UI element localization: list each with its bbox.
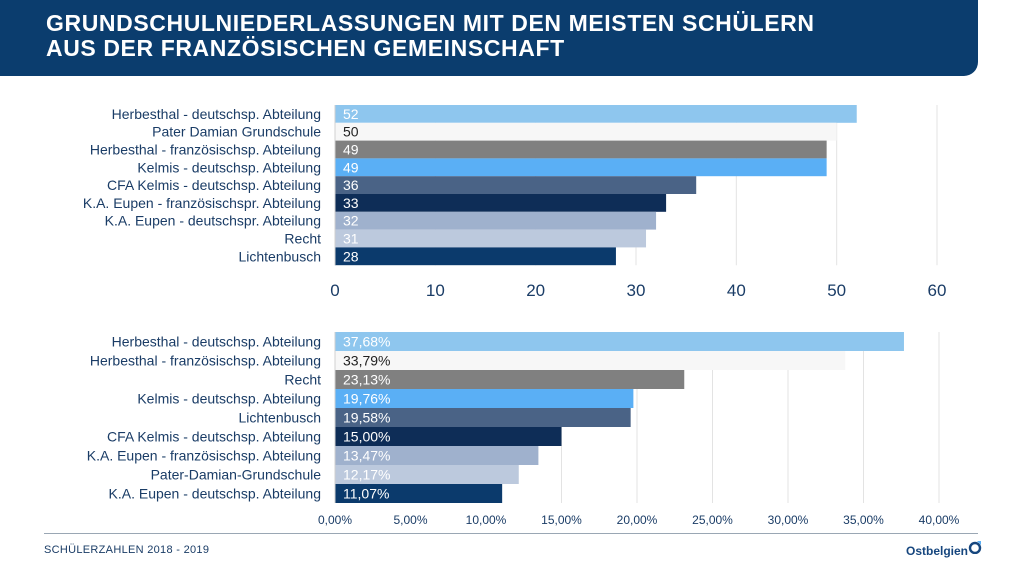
chart2-tick-label: 40,00% <box>919 513 960 527</box>
chart1-data-label: 52 <box>343 106 359 122</box>
chart1-tick-label: 20 <box>526 281 545 300</box>
chart2-bar <box>335 332 904 351</box>
chart2-category-label: Recht <box>284 372 321 388</box>
chart2-data-label: 15,00% <box>343 429 390 445</box>
chart2-tick-label: 30,00% <box>768 513 809 527</box>
chart1-data-label: 33 <box>343 195 359 211</box>
chart1-bar <box>335 211 657 230</box>
chart1-data-label: 28 <box>343 248 359 264</box>
chart1-bar <box>335 247 616 266</box>
chart2-bar <box>335 427 562 446</box>
chart1-tick-label: 0 <box>330 281 339 300</box>
chart2-category-label: K.A. Eupen - deutschsp. Abteilung <box>109 486 321 502</box>
chart2-bar <box>335 370 685 389</box>
chart2-category-label: Herbesthal - deutschsp. Abteilung <box>112 334 321 350</box>
chart1-category-label: Pater Damian Grundschule <box>152 124 321 140</box>
chart1-category-label: CFA Kelmis - deutschsp. Abteilung <box>107 177 321 193</box>
chart2-category-label: Lichtenbusch <box>238 410 321 426</box>
chart1-category-label: K.A. Eupen - deutschspr. Abteilung <box>105 213 321 229</box>
logo-wordmark: Ostbelgien <box>906 544 969 558</box>
chart1-data-label: 49 <box>343 159 359 175</box>
chart2-tick-label: 10,00% <box>466 513 507 527</box>
chart2-data-label: 19,58% <box>343 410 390 426</box>
footer-divider <box>44 533 978 534</box>
ostbelgien-logo: Ostbelgien <box>906 538 986 562</box>
chart2-category-label: Kelmis - deutschsp. Abteilung <box>137 391 321 407</box>
chart1-bar <box>335 229 647 248</box>
logo-icon <box>968 541 982 554</box>
chart2-bar <box>335 351 846 370</box>
chart2-data-label: 37,68% <box>343 334 390 350</box>
chart1-category-label: K.A. Eupen - französischspr. Abteilung <box>83 195 321 211</box>
chart1-data-label: 36 <box>343 177 359 193</box>
chart1-bar <box>335 105 857 123</box>
chart2-data-label: 19,76% <box>343 391 390 407</box>
title-line-2: AUS DER FRANZÖSISCHEN GEMEINSCHAFT <box>46 35 565 61</box>
chart2-data-label: 23,13% <box>343 372 390 388</box>
chart1-category-label: Lichtenbusch <box>238 248 321 264</box>
chart2-tick-label: 15,00% <box>541 513 582 527</box>
chart2-category-label: Herbesthal - französischsp. Abteilung <box>90 353 321 369</box>
chart1-bar <box>335 140 827 159</box>
chart2-bar <box>335 408 631 427</box>
chart2-bar <box>335 465 519 484</box>
chart1-tick-label: 60 <box>928 281 947 300</box>
chart2-data-label: 11,07% <box>343 486 389 502</box>
chart2-bar <box>335 446 539 465</box>
chart1-category-label: Recht <box>284 231 321 247</box>
chart1-tick-label: 10 <box>426 281 445 300</box>
chart1-data-label: 32 <box>343 213 359 229</box>
chart1-bar <box>335 158 827 177</box>
title-banner: GRUNDSCHULNIEDERLASSUNGEN MIT DEN MEISTE… <box>0 0 978 76</box>
chart1-data-label: 49 <box>343 142 359 158</box>
chart1-bar <box>335 194 667 212</box>
chart2-category-label: CFA Kelmis - deutschsp. Abteilung <box>107 429 321 445</box>
page-title: GRUNDSCHULNIEDERLASSUNGEN MIT DEN MEISTE… <box>46 11 815 61</box>
chart1-tick-label: 30 <box>627 281 646 300</box>
footer-caption: SCHÜLERZAHLEN 2018 - 2019 <box>44 544 210 556</box>
chart2-bar <box>335 484 503 503</box>
chart1-bar <box>335 122 837 141</box>
chart2-bar <box>335 389 634 408</box>
chart1-category-label: Kelmis - deutschsp. Abteilung <box>137 159 321 175</box>
chart2-data-label: 13,47% <box>343 448 390 464</box>
chart2-tick-label: 25,00% <box>692 513 733 527</box>
chart1-bar <box>335 176 697 194</box>
chart1-tick-label: 40 <box>727 281 746 300</box>
chart2-category-label: Pater-Damian-Grundschule <box>151 467 322 483</box>
chart2-tick-label: 5,00% <box>393 513 427 527</box>
chart2-data-label: 33,79% <box>343 353 390 369</box>
chart2-tick-label: 20,00% <box>617 513 658 527</box>
chart1-category-label: Herbesthal - französischsp. Abteilung <box>90 142 321 158</box>
chart1-category-label: Herbesthal - deutschsp. Abteilung <box>112 106 321 122</box>
title-line-1: GRUNDSCHULNIEDERLASSUNGEN MIT DEN MEISTE… <box>46 10 815 36</box>
chart1-data-label: 50 <box>343 124 359 140</box>
chart2-data-label: 12,17% <box>343 467 390 483</box>
chart2-tick-label: 35,00% <box>843 513 884 527</box>
chart2-category-label: K.A. Eupen - französischsp. Abteilung <box>87 448 321 464</box>
chart1-tick-label: 50 <box>827 281 846 300</box>
chart2-tick-label: 0,00% <box>318 513 352 527</box>
chart1-data-label: 31 <box>343 231 359 247</box>
